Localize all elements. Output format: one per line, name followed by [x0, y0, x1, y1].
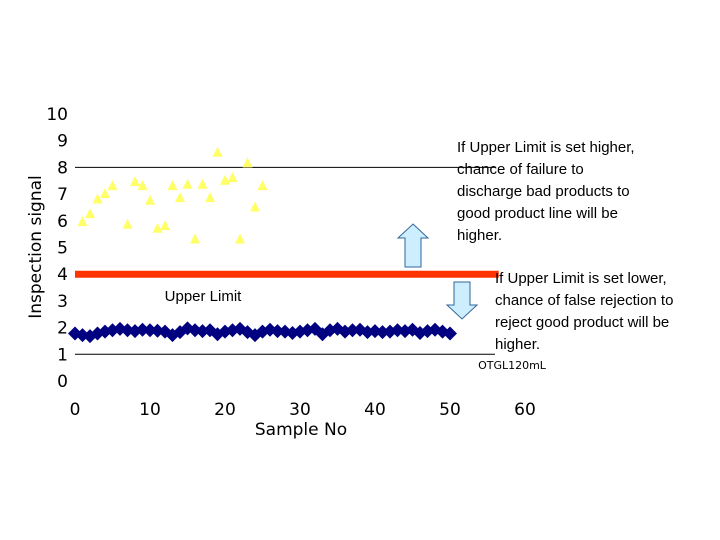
triangle-point	[122, 218, 133, 229]
triangle-point	[100, 188, 110, 199]
triangle-point	[242, 157, 253, 168]
x-tick-label: 0	[70, 400, 81, 420]
triangle-point	[160, 220, 170, 231]
triangle-point	[130, 176, 140, 187]
y-tick-label: 1	[57, 345, 68, 365]
y-tick-label: 9	[57, 132, 68, 152]
sample-label: OTGL120mL	[478, 359, 547, 372]
callout-higher: If Upper Limit is set higher, chance of …	[457, 139, 635, 244]
x-tick-label: 10	[139, 400, 161, 420]
triangle-point	[205, 192, 215, 203]
triangle-point	[227, 172, 238, 183]
triangle-point	[235, 233, 245, 244]
triangle-point	[250, 201, 260, 212]
up-arrow	[396, 223, 430, 268]
x-tick-label: 40	[364, 400, 386, 420]
x-tick-label: 20	[214, 400, 236, 420]
triangle-point	[107, 180, 118, 191]
y-tick-label: 4	[57, 265, 68, 285]
triangle-point	[85, 208, 95, 219]
triangle-point	[145, 194, 155, 205]
y-tick-label: 7	[57, 185, 68, 205]
callout-lower: If Upper Limit is set lower, chance of f…	[495, 270, 674, 353]
y-tick-label: 10	[46, 105, 68, 125]
x-tick-label: 30	[289, 400, 311, 420]
x-axis-title: Sample No	[255, 420, 347, 440]
triangle-point	[220, 174, 230, 185]
diamond-point	[443, 326, 457, 341]
triangle-point	[197, 178, 208, 189]
triangle-point	[137, 180, 148, 191]
triangle-point	[212, 146, 223, 157]
y-tick-label: 8	[57, 158, 68, 178]
triangle-point	[190, 233, 200, 244]
down-arrow	[445, 281, 479, 320]
y-tick-label: 2	[57, 319, 68, 339]
y-tick-label: 3	[57, 292, 68, 312]
triangle-point	[92, 193, 103, 204]
x-tick-label: 60	[514, 400, 536, 420]
x-tick-label: 50	[439, 400, 461, 420]
triangle-point	[175, 192, 185, 203]
triangle-point	[77, 216, 88, 227]
y-tick-label: 5	[57, 239, 68, 259]
y-axis-title: Inspection signal	[26, 175, 46, 319]
y-tick-label: 6	[57, 212, 68, 232]
triangle-point	[257, 180, 268, 191]
triangle-point	[182, 178, 193, 189]
triangle-point	[152, 222, 163, 233]
triangle-point	[167, 180, 178, 191]
upper-limit-label: Upper Limit	[165, 288, 243, 305]
y-tick-label: 0	[57, 372, 68, 392]
